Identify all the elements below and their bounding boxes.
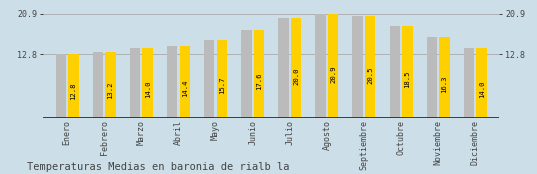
Text: 15.7: 15.7 bbox=[219, 77, 225, 94]
Text: 20.5: 20.5 bbox=[367, 67, 373, 84]
Text: 18.5: 18.5 bbox=[404, 71, 410, 88]
Bar bbox=[204, 40, 214, 118]
Bar bbox=[291, 18, 301, 118]
Text: 20.9: 20.9 bbox=[330, 66, 336, 83]
Bar bbox=[352, 16, 363, 118]
Bar bbox=[179, 46, 190, 118]
Bar bbox=[328, 14, 338, 118]
Bar bbox=[439, 37, 449, 118]
Text: 16.3: 16.3 bbox=[441, 75, 447, 93]
Text: 12.8: 12.8 bbox=[70, 83, 76, 100]
Bar bbox=[105, 52, 115, 118]
Bar bbox=[315, 14, 326, 118]
Bar bbox=[142, 48, 153, 118]
Bar bbox=[216, 40, 227, 118]
Bar bbox=[365, 16, 375, 118]
Bar bbox=[254, 30, 264, 118]
Text: 14.0: 14.0 bbox=[144, 80, 150, 98]
Text: 20.0: 20.0 bbox=[293, 68, 299, 85]
Bar bbox=[464, 48, 474, 118]
Bar bbox=[427, 37, 437, 118]
Bar bbox=[241, 30, 251, 118]
Bar bbox=[389, 26, 400, 118]
Text: 17.6: 17.6 bbox=[256, 73, 262, 90]
Text: Temperaturas Medias en baronia de rialb la: Temperaturas Medias en baronia de rialb … bbox=[27, 162, 289, 172]
Bar bbox=[402, 26, 412, 118]
Text: 14.4: 14.4 bbox=[182, 79, 188, 97]
Bar bbox=[55, 54, 66, 118]
Bar bbox=[68, 54, 78, 118]
Bar bbox=[476, 48, 487, 118]
Bar bbox=[278, 18, 288, 118]
Bar bbox=[93, 52, 103, 118]
Text: 13.2: 13.2 bbox=[107, 82, 113, 99]
Bar bbox=[130, 48, 140, 118]
Bar bbox=[167, 46, 177, 118]
Text: 14.0: 14.0 bbox=[478, 80, 484, 98]
